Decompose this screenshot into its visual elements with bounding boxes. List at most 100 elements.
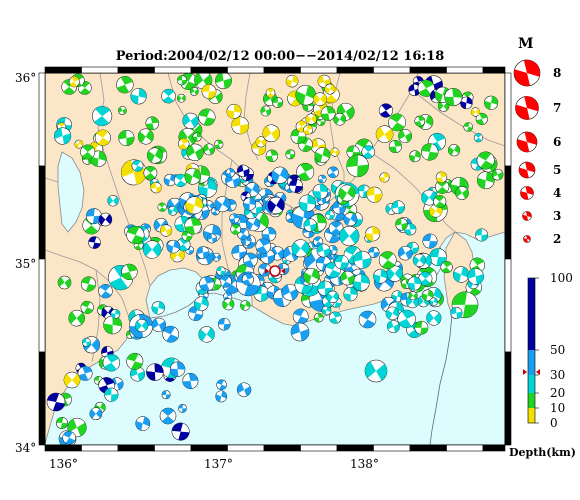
- focal-mechanism-icon: [118, 106, 127, 115]
- focal-mechanism-icon: [366, 186, 383, 203]
- focal-mechanism-icon: [421, 289, 434, 302]
- magnitude-legend-icon: [513, 59, 541, 87]
- depth-legend-label: 100: [550, 271, 573, 285]
- magnitude-legend-icon: [515, 96, 539, 120]
- focal-mechanism-icon: [313, 312, 324, 323]
- focal-mechanism-icon: [157, 202, 167, 212]
- lon-label-138: 138°: [350, 457, 379, 471]
- focal-mechanism-icon: [334, 255, 349, 270]
- focal-mechanism-icon: [104, 387, 119, 402]
- focal-mechanism-icon: [395, 217, 408, 231]
- frame-tick: [38, 258, 46, 353]
- focal-mechanism-icon: [98, 283, 113, 299]
- focal-mechanism-icon: [135, 416, 151, 431]
- focal-mechanism-icon: [385, 306, 400, 321]
- focal-mechanism-icon: [407, 276, 422, 291]
- focal-mechanism-icon: [409, 150, 421, 163]
- focal-mechanism-icon: [255, 136, 267, 148]
- focal-mechanism-icon: [186, 143, 204, 161]
- focal-mechanism-icon: [295, 84, 316, 106]
- frame-tick: [373, 66, 411, 74]
- focal-mechanism-icon: [313, 92, 327, 106]
- focal-mechanism-icon: [281, 283, 299, 301]
- frame-tick: [504, 165, 512, 260]
- focal-mechanism-icon: [314, 147, 331, 163]
- frame-tick: [154, 66, 192, 74]
- magnitude-legend-label: 6: [553, 135, 561, 149]
- focal-mechanism-icon: [102, 354, 121, 372]
- focal-mechanism-icon: [408, 83, 421, 97]
- epicenter-marker: [265, 265, 285, 277]
- frame-tick: [504, 258, 512, 353]
- frame-tick: [446, 66, 484, 74]
- depth-legend-label: 10: [550, 401, 565, 415]
- focal-mechanism-icon: [450, 306, 463, 319]
- focal-mechanism-icon: [484, 95, 499, 110]
- focal-mechanism-icon: [265, 149, 279, 162]
- focal-mechanism-icon: [327, 245, 338, 256]
- frame-tick: [409, 444, 447, 452]
- focal-mechanism-icon: [194, 296, 209, 312]
- focal-mechanism-icon: [219, 275, 232, 288]
- focal-mechanism-icon: [294, 275, 313, 294]
- focal-mechanism-icon: [378, 103, 393, 118]
- focal-mechanism-icon: [364, 359, 388, 383]
- focal-mechanism-icon: [426, 310, 442, 326]
- frame-tick: [44, 444, 82, 452]
- depth-legend-band: [528, 408, 535, 423]
- depth-legend-label: 20: [550, 386, 565, 400]
- focal-mechanism-icon: [237, 227, 250, 241]
- focal-mechanism-icon: [89, 407, 103, 421]
- focal-mechanism-icon: [435, 171, 448, 183]
- focal-mechanism-icon: [398, 245, 413, 261]
- focal-mechanism-icon: [62, 430, 76, 445]
- focal-mechanism-icon: [417, 79, 435, 97]
- focal-mechanism-icon: [476, 151, 495, 170]
- focal-mechanism-icon: [333, 112, 346, 126]
- focal-mechanism-icon: [160, 224, 173, 237]
- focal-mechanism-icon: [421, 143, 439, 161]
- focal-mechanism-icon: [325, 210, 335, 220]
- lat-label-34: 34°: [15, 441, 36, 455]
- focal-mechanism-icon: [303, 218, 317, 232]
- focal-mechanism-icon: [343, 212, 358, 227]
- focal-mechanism-icon: [137, 128, 154, 145]
- focal-mechanism-layer: [46, 73, 504, 445]
- focal-mechanism-icon: [198, 326, 215, 343]
- focal-mechanism-icon: [246, 217, 261, 232]
- frame-tick: [504, 351, 512, 446]
- frame-tick: [504, 72, 512, 167]
- focal-mechanism-icon: [317, 174, 327, 184]
- focal-mechanism-icon: [343, 287, 358, 302]
- focal-mechanism-icon: [230, 223, 242, 235]
- depth-legend-title: Depth(km): [509, 446, 576, 459]
- focal-mechanism-icon: [176, 75, 188, 86]
- focal-mechanism-icon: [285, 149, 296, 160]
- focal-mechanism-icon: [225, 168, 235, 178]
- focal-mechanism-icon: [46, 392, 66, 412]
- focal-mechanism-icon: [201, 84, 217, 99]
- frame-tick: [38, 351, 46, 446]
- focal-mechanism-icon: [68, 76, 80, 88]
- magnitude-legend-icon: [520, 186, 534, 200]
- focal-mechanism-icon: [448, 144, 461, 157]
- focal-mechanism-icon: [397, 309, 416, 329]
- focal-mechanism-icon: [305, 113, 317, 125]
- focal-mechanism-icon: [151, 301, 165, 315]
- focal-mechanism-icon: [217, 317, 231, 331]
- frame-tick: [38, 165, 46, 260]
- focal-mechanism-icon: [214, 139, 224, 149]
- focal-mechanism-icon: [391, 200, 405, 215]
- focal-mechanism-icon: [467, 268, 484, 285]
- focal-mechanism-icon: [291, 239, 310, 258]
- depth-legend-band: [528, 278, 535, 350]
- frame-tick: [117, 444, 155, 452]
- focal-mechanism-icon: [222, 298, 235, 311]
- focal-mechanism-icon: [320, 106, 336, 121]
- focal-mechanism-icon: [303, 267, 320, 285]
- frame-tick: [263, 444, 301, 452]
- focal-mechanism-icon: [463, 122, 474, 132]
- focal-mechanism-icon: [243, 252, 258, 268]
- lon-label-137: 137°: [204, 457, 233, 471]
